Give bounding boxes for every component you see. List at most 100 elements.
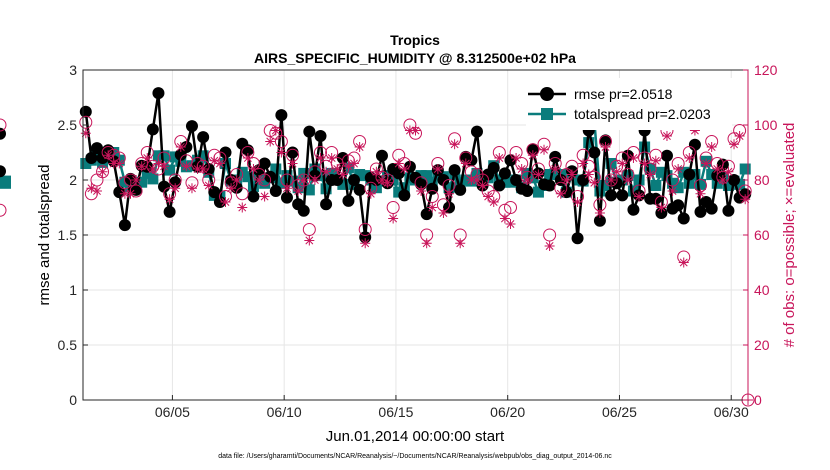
totalspread-point: [259, 177, 271, 189]
obs-evaluated-point: [231, 175, 242, 185]
obs-evaluated-point: [550, 164, 561, 174]
rmse-point: [392, 167, 405, 180]
obs-evaluated-point: [214, 158, 225, 169]
rmse-point: [454, 183, 467, 196]
obs-evaluated-point: [298, 175, 309, 185]
rmse-point: [426, 182, 439, 195]
totalspread-point: [655, 166, 667, 178]
rmse-point: [543, 179, 556, 192]
totalspread-point: [594, 185, 606, 197]
obs-evaluated-point: [270, 125, 281, 136]
obs-count-series: [0, 116, 755, 407]
obs-evaluated-point: [511, 153, 522, 163]
rmse-point: [208, 186, 221, 199]
y-tick-label-left: 3: [69, 62, 77, 78]
totalspread-point: [505, 176, 516, 188]
rmse-point: [398, 189, 411, 202]
obs-evaluated-point: [494, 153, 505, 163]
rmse-point: [297, 204, 310, 217]
obs-evaluated-point: [293, 186, 304, 196]
totalspread-point: [711, 177, 723, 189]
x-tick-label: 06/20: [490, 404, 525, 420]
obs-evaluated-point: [444, 188, 455, 199]
obs-evaluated-point: [622, 175, 633, 185]
obs-evaluated-point: [661, 131, 672, 141]
totalspread-point: [147, 173, 159, 185]
obs-evaluated-point: [388, 213, 399, 224]
y-tick-label-right: 40: [754, 282, 770, 298]
obs-evaluated-point: [505, 219, 516, 229]
rmse-point: [605, 189, 618, 202]
rmse-point: [510, 174, 523, 186]
obs-evaluated-point: [248, 164, 259, 174]
obs-evaluated-point: [220, 197, 231, 207]
rmse-point: [85, 152, 98, 164]
legend: rmse pr=2.0518 totalspread pr=2.0203: [526, 78, 732, 130]
obs-evaluated-point: [315, 153, 326, 163]
obs-evaluated-point: [561, 175, 572, 185]
totalspread-point: [354, 169, 366, 180]
totalspread-point: [734, 178, 746, 190]
obs-evaluated-point: [360, 238, 371, 249]
obs-possible-point: [235, 187, 249, 201]
rmse-point: [146, 123, 159, 136]
rmse-point: [470, 125, 483, 138]
totalspread-point: [583, 137, 595, 149]
obs-evaluated-point: [237, 202, 248, 213]
rmse-point: [118, 219, 131, 232]
data-file-footer: data file: /Users/gharamti/Documents/NCA…: [218, 453, 612, 460]
obs-evaluated-point: [706, 142, 717, 152]
obs-evaluated-point: [427, 202, 438, 213]
obs-evaluated-point: [539, 144, 550, 155]
obs-evaluated-point: [650, 155, 661, 166]
obs-evaluated-point: [376, 175, 387, 185]
rmse-point: [627, 203, 640, 216]
obs-evaluated-point: [645, 169, 656, 180]
legend-spread-marker: [541, 108, 553, 120]
obs-possible-point: [0, 203, 7, 217]
obs-evaluated-point: [164, 194, 175, 205]
obs-evaluated-point: [153, 158, 164, 169]
obs-evaluated-point: [181, 161, 192, 172]
legend-rmse-marker: [540, 87, 554, 101]
legend-rmse-label: rmse pr=2.0518: [574, 86, 673, 102]
totalspread-point: [393, 186, 405, 198]
rmse-point: [247, 190, 260, 203]
obs-evaluated-point: [527, 150, 538, 161]
rmse-point: [677, 212, 690, 225]
obs-evaluated-point: [634, 191, 645, 202]
obs-evaluated-point: [717, 175, 728, 185]
rmse-point: [314, 130, 327, 142]
obs-evaluated-point: [499, 213, 510, 224]
totalspread-point: [169, 151, 181, 163]
obs-evaluated-point: [125, 188, 136, 199]
totalspread-point: [136, 176, 148, 188]
y-tick-label-right: 80: [754, 172, 770, 188]
y-tick-label-left: 0: [69, 392, 77, 408]
rmse-point: [353, 183, 366, 196]
totalspread-point: [303, 184, 315, 196]
obs-evaluated-point: [689, 125, 700, 136]
obs-evaluated-point: [533, 169, 544, 180]
legend-spread-label: totalspread pr=2.0203: [574, 106, 711, 122]
obs-evaluated-point: [544, 241, 555, 251]
obs-evaluated-point: [321, 166, 332, 177]
x-tick-label: 06/10: [267, 404, 302, 420]
totalspread-point: [544, 169, 556, 180]
obs-evaluated-point: [287, 158, 298, 169]
obs-possible-point: [0, 118, 7, 132]
obs-evaluated-point: [611, 166, 622, 177]
rmse-point: [672, 199, 685, 212]
rmse-point: [660, 149, 673, 162]
y-axis-label-left: rmse and totalspread: [36, 165, 53, 306]
obs-evaluated-point: [393, 158, 404, 169]
obs-evaluated-point: [119, 188, 130, 199]
rmse-point: [219, 146, 232, 159]
obs-evaluated-point: [343, 161, 354, 172]
obs-evaluated-point: [382, 177, 393, 188]
obs-evaluated-point: [97, 166, 108, 177]
obs-evaluated-point: [734, 131, 745, 141]
y-tick-label-left: 2.5: [58, 117, 78, 133]
obs-evaluated-point: [729, 139, 740, 150]
